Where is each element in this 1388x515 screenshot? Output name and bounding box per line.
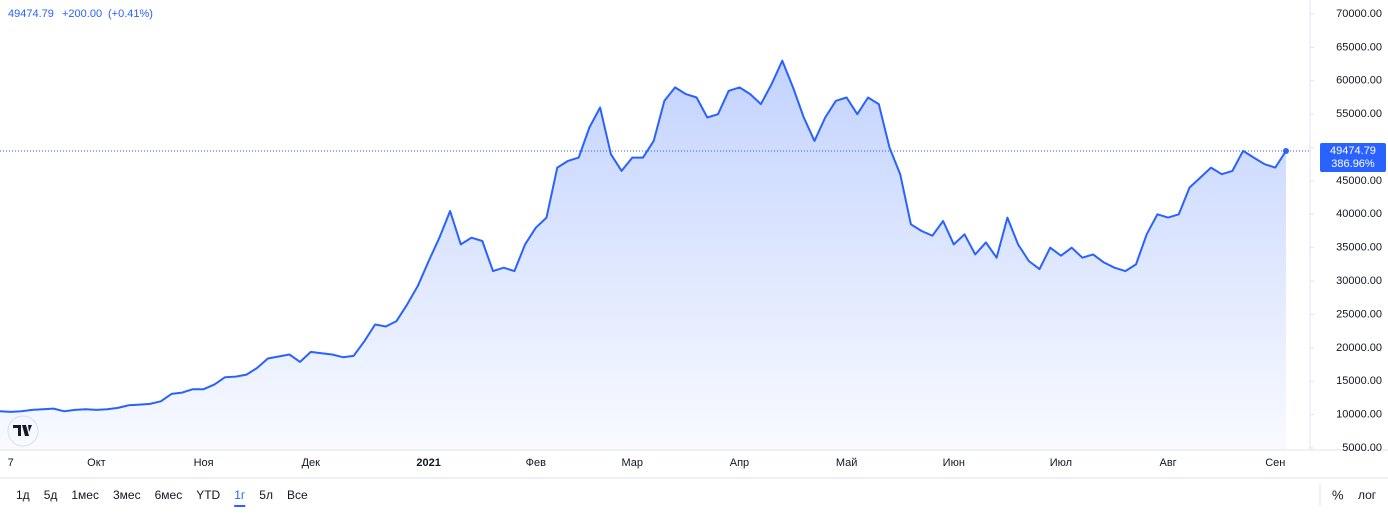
header-change: +200.00	[62, 8, 102, 20]
x-tick-label: Фев	[526, 457, 546, 469]
x-tick-label: Июн	[943, 457, 965, 469]
price-tag-price: 49474.79	[1330, 145, 1376, 157]
y-tick-label: 10000.00	[1336, 409, 1382, 421]
range-button[interactable]: 1мес	[71, 488, 99, 502]
header-change-pct: (+0.41%)	[108, 8, 153, 20]
percent-toggle[interactable]: %	[1332, 487, 1344, 502]
x-tick-label: 2021	[416, 457, 440, 469]
x-tick-label: Май	[836, 457, 858, 469]
y-tick-label: 30000.00	[1336, 275, 1382, 287]
y-tick-label: 70000.00	[1336, 8, 1382, 20]
price-tag-change: 386.96%	[1331, 158, 1375, 170]
x-tick-label: Мар	[622, 457, 644, 469]
range-button[interactable]: 6мес	[155, 488, 183, 502]
range-button[interactable]: 5л	[259, 488, 273, 502]
x-tick-label: Апр	[730, 457, 749, 469]
y-tick-label: 55000.00	[1336, 108, 1382, 120]
range-button[interactable]: YTD	[196, 488, 220, 502]
price-tag	[1320, 143, 1386, 173]
y-tick-label: 25000.00	[1336, 308, 1382, 320]
y-tick-label: 20000.00	[1336, 342, 1382, 354]
x-tick-label: Ноя	[194, 457, 214, 469]
log-toggle[interactable]: лог	[1358, 488, 1377, 502]
y-tick-label: 15000.00	[1336, 375, 1382, 387]
area-fill	[0, 60, 1286, 450]
x-tick-label: Окт	[87, 457, 106, 469]
x-tick-label: Авг	[1160, 457, 1177, 469]
range-button[interactable]: 1д	[16, 488, 30, 502]
x-tick-label: Июл	[1050, 457, 1072, 469]
y-tick-label: 45000.00	[1336, 175, 1382, 187]
y-tick-label: 40000.00	[1336, 208, 1382, 220]
range-button[interactable]: 5д	[44, 488, 58, 502]
price-line	[0, 59, 1287, 413]
y-tick-label: 5000.00	[1342, 442, 1382, 454]
last-point	[1283, 148, 1289, 155]
x-tick-label: Сен	[1265, 457, 1285, 469]
y-tick-label: 60000.00	[1336, 75, 1382, 87]
y-tick-label: 65000.00	[1336, 41, 1382, 53]
header-price: 49474.79	[8, 8, 54, 20]
range-button[interactable]: 3мес	[113, 488, 141, 502]
x-tick-label: Дек	[302, 457, 321, 469]
range-button[interactable]: 1г	[234, 488, 246, 502]
y-tick-label: 35000.00	[1336, 242, 1382, 254]
range-button[interactable]: Все	[287, 488, 308, 502]
x-tick-label: 7	[8, 457, 14, 469]
